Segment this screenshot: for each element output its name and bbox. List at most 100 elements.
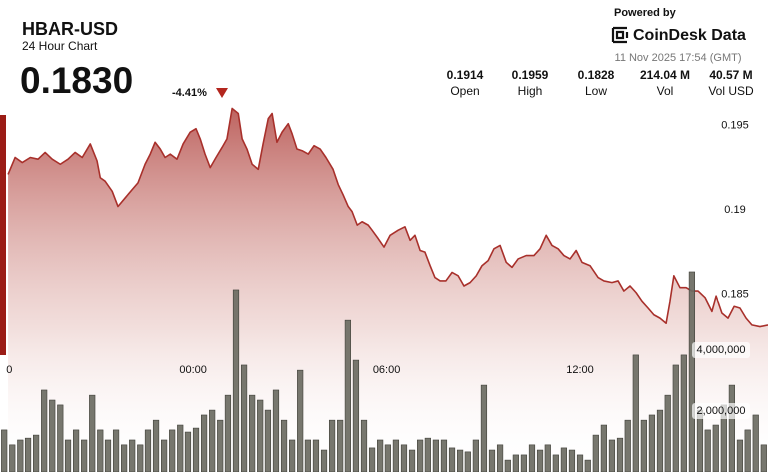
volume-bar [752, 414, 759, 472]
volume-bar [384, 444, 391, 472]
volume-bar [496, 444, 504, 472]
volume-bar [209, 409, 216, 472]
tick-label-bg [718, 117, 752, 134]
volume-bar [337, 419, 344, 472]
price-line [7, 107, 768, 328]
volume-bar [728, 384, 735, 472]
chart-subtitle: 24 Hour Chart [22, 39, 98, 53]
volume-bar [17, 439, 24, 472]
stat-label: Vol USD [708, 84, 754, 98]
volume-bar [377, 439, 384, 472]
volume-bar [289, 439, 296, 472]
volume-bar [464, 451, 471, 472]
volume-bar [249, 394, 256, 472]
volume-bar [656, 409, 664, 472]
x-tick-label: 12:00 [566, 364, 594, 376]
volume-bar [440, 439, 448, 472]
volume-bar [304, 439, 312, 472]
volume-bar [584, 459, 591, 472]
brand-name: CoinDesk Data [633, 27, 746, 44]
stat-label: Open [450, 84, 479, 98]
volume-bar [560, 447, 568, 472]
y2-tick-label: 2,000,000 [697, 405, 746, 417]
y-tick-label: 0.195 [721, 119, 749, 131]
volume-bar [328, 419, 336, 472]
volume-bar [217, 419, 224, 472]
volume-bar [9, 444, 16, 472]
volume-bar [257, 399, 264, 472]
y-tick-label: 0.185 [721, 288, 749, 300]
stat-label: Low [585, 84, 607, 98]
stat-label: Vol [657, 84, 674, 98]
tick-label-bg [718, 201, 752, 218]
volume-bar [400, 444, 408, 472]
volume-bar [169, 429, 176, 472]
volume-bar [640, 419, 647, 472]
stats: 0.1914 Open 0.1959 High 0.1828 Low 214.04 M Vol… [447, 68, 754, 98]
stat-value: 40.57 M [709, 68, 752, 82]
volume-bar [368, 447, 376, 472]
volume-bar [57, 404, 64, 472]
volume-bar [608, 439, 616, 472]
volume-bar [264, 409, 272, 472]
volume-bar [632, 354, 639, 472]
volume-bar [280, 419, 288, 472]
volume-bar [744, 429, 751, 472]
volume-bar [177, 424, 184, 472]
volume-bar [64, 439, 72, 472]
brand-logo [611, 26, 629, 44]
volume-bar [552, 454, 559, 472]
volume-bar [152, 419, 160, 472]
stat-value: 0.1828 [578, 68, 615, 82]
volume-bar [112, 429, 120, 472]
volume-bar [297, 369, 304, 472]
volume-bar [41, 389, 48, 472]
volume-bar [512, 454, 519, 472]
volume-bar [408, 449, 416, 472]
tick-label-bg [718, 286, 752, 303]
volume-bar [81, 439, 88, 472]
volume-bar [224, 394, 232, 472]
volume-bar [192, 427, 200, 472]
volume-bar [528, 444, 536, 472]
edge-stripe [0, 115, 6, 355]
volume-bar [424, 437, 431, 472]
volume-bar [456, 449, 464, 472]
volume-bar [1, 429, 8, 472]
volume-bar [352, 359, 360, 472]
x-tick-label: 0 [6, 364, 12, 376]
volume-bar [696, 409, 704, 472]
volume-bar [472, 439, 479, 472]
y-tick-label: 0.19 [724, 204, 745, 216]
y2-tick-label: 4,000,000 [697, 344, 746, 356]
volume-bar [736, 439, 744, 472]
volume-bar [712, 424, 719, 472]
volume-bar [568, 449, 576, 472]
chart-title: HBAR-USD [22, 19, 118, 39]
volume-bar [97, 429, 104, 472]
volume-bar [344, 319, 351, 472]
volume-bar [320, 449, 328, 472]
stat-value: 214.04 M [640, 68, 690, 82]
volume-bar [417, 439, 424, 472]
volume-bar [672, 364, 679, 472]
volume-bar [432, 439, 440, 472]
price-area [8, 108, 768, 472]
volume-bar [232, 289, 240, 472]
volume-bar [121, 444, 128, 472]
stat-label: High [518, 84, 543, 98]
volume-bar [448, 447, 456, 472]
volume-bar [592, 434, 599, 472]
x-tick-label: 00:00 [179, 364, 207, 376]
tick-label-bg [692, 403, 750, 420]
volume-bar [240, 364, 248, 472]
volume-bar [544, 444, 551, 472]
volume-bar [760, 444, 767, 472]
down-arrow [216, 88, 228, 98]
volume-bar [144, 429, 152, 472]
volume-bar [72, 429, 80, 472]
volume-bar [624, 419, 631, 472]
volume-bar [664, 394, 671, 472]
volume-bar [184, 431, 192, 472]
axes: 0 00:00 06:00 12:00 0.195 0.19 0.185 4,000,000 2… [6, 117, 752, 420]
